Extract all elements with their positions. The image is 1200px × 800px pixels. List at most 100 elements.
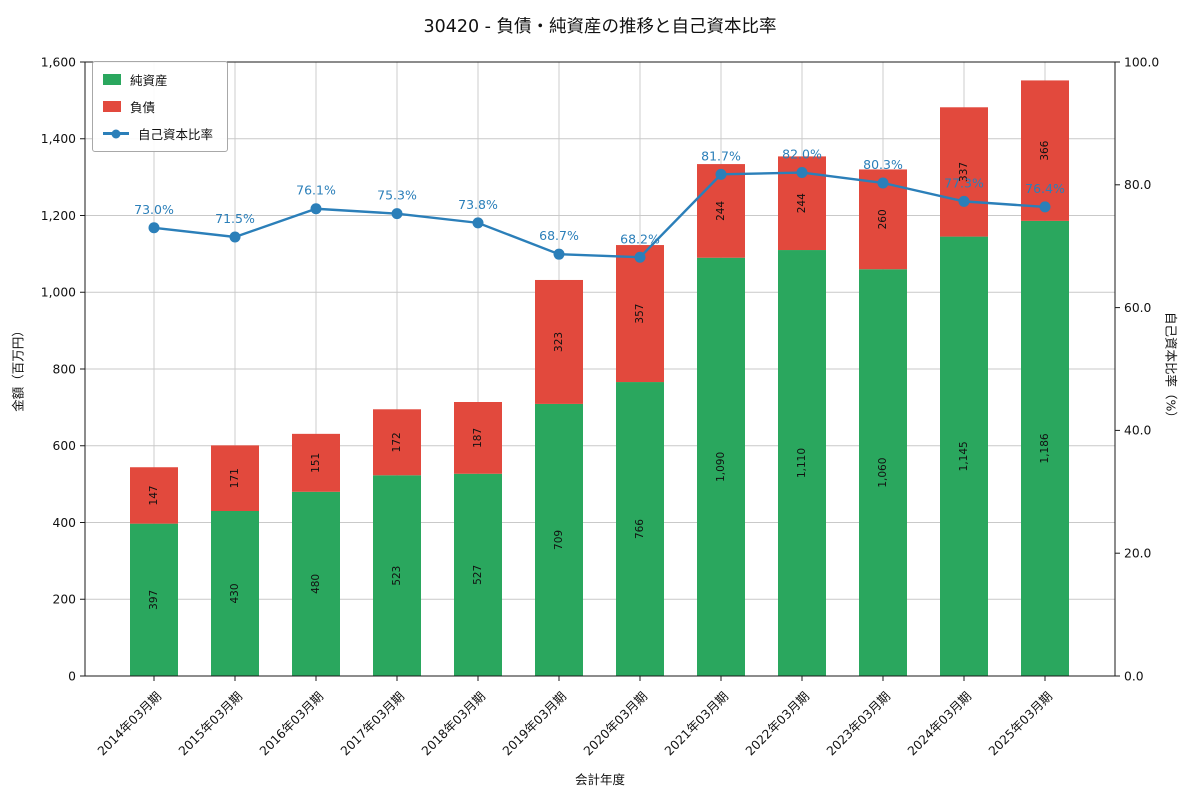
equity-ratio-marker <box>877 177 889 189</box>
legend-item-equity-ratio: 自己資本比率 <box>103 124 213 143</box>
bar-net-assets <box>859 269 907 676</box>
bar-value-label-net-assets: 1,090 <box>715 452 727 482</box>
bar-value-label-net-assets: 1,145 <box>958 441 970 471</box>
equity-ratio-marker-swatch <box>111 129 121 138</box>
equity-ratio-marker <box>634 251 646 263</box>
equity-ratio-value-label: 73.0% <box>134 202 174 217</box>
y-tick-label-left: 1,200 <box>41 209 76 223</box>
equity-ratio-marker <box>391 208 403 220</box>
bar-liabilities <box>535 279 583 404</box>
x-tick-label: 2020年03月期 <box>581 689 650 758</box>
y-tick-label-right: 40.0 <box>1124 424 1151 438</box>
equity-ratio-marker <box>958 195 970 207</box>
y-tick-label-right: 60.0 <box>1124 301 1151 315</box>
bar-value-label-liabilities: 187 <box>472 428 484 448</box>
y-tick-label-left: 1,600 <box>41 55 76 69</box>
equity-ratio-marker <box>715 168 727 180</box>
bar-value-label-liabilities: 337 <box>958 162 970 182</box>
bar-net-assets <box>535 403 583 676</box>
bar-value-label-liabilities: 172 <box>391 432 403 452</box>
bar-value-label-liabilities: 244 <box>796 193 808 213</box>
y-tick-label-left: 0 <box>68 669 76 683</box>
bar-value-label-net-assets: 766 <box>634 519 646 539</box>
x-tick-label: 2018年03月期 <box>419 689 488 758</box>
bar-value-label-net-assets: 397 <box>148 590 160 610</box>
bar-value-label-liabilities: 260 <box>877 209 889 229</box>
bar-net-assets <box>211 510 259 676</box>
equity-ratio-value-label: 82.0% <box>782 147 822 162</box>
equity-ratio-line <box>153 171 1046 259</box>
y-tick-label-right: 0.0 <box>1124 669 1144 683</box>
bar-value-label-liabilities: 171 <box>229 468 241 488</box>
equity-ratio-value-label: 76.1% <box>296 183 336 198</box>
x-tick-label: 2024年03月期 <box>905 689 974 758</box>
legend: 純資産 負債 自己資本比率 <box>92 61 229 152</box>
equity-ratio-marker <box>796 167 808 179</box>
bar-value-label-net-assets: 709 <box>553 530 565 550</box>
y-axis-label-left: 金額（百万円） <box>10 324 26 412</box>
x-tick-label: 2023年03月期 <box>824 689 893 758</box>
x-tick-label: 2019年03月期 <box>500 689 569 758</box>
x-tick-label: 2016年03月期 <box>257 689 326 758</box>
bar-liabilities <box>940 107 988 237</box>
bar-value-label-liabilities: 357 <box>634 304 646 324</box>
x-axis-label: 会計年度 <box>574 772 625 787</box>
bar-value-label-liabilities: 366 <box>1039 140 1051 160</box>
chart-title: 30420 - 負債・純資産の推移と自己資本比率 <box>423 17 777 37</box>
equity-ratio-marker <box>1039 201 1051 213</box>
x-tick-label: 2015年03月期 <box>176 689 245 758</box>
y-axis-label-right: 自己資本比率（%） <box>1163 312 1179 424</box>
bar-value-label-net-assets: 527 <box>472 565 484 585</box>
bar-net-assets <box>454 473 502 676</box>
equity-ratio-marker <box>472 217 484 229</box>
bar-liabilities <box>211 445 259 511</box>
x-tick-label: 2021年03月期 <box>662 689 731 758</box>
y-tick-label-left: 600 <box>53 439 76 453</box>
y-tick-label-left: 1,000 <box>41 286 76 300</box>
x-tick-label: 2025年03月期 <box>986 689 1055 758</box>
bar-net-assets <box>130 523 178 676</box>
x-tick-label: 2017年03月期 <box>338 689 407 758</box>
bar-value-label-liabilities: 147 <box>148 485 160 505</box>
equity-ratio-value-label: 81.7% <box>701 148 741 163</box>
bar-value-label-net-assets: 1,060 <box>877 458 889 488</box>
equity-ratio-value-label: 77.3% <box>944 175 984 190</box>
legend-label-net-assets: 純資産 <box>130 73 168 88</box>
bar-net-assets <box>292 491 340 676</box>
bar-liabilities <box>616 245 664 383</box>
equity-ratio-value-label: 76.4% <box>1025 181 1065 196</box>
bar-liabilities <box>373 409 421 476</box>
bar-net-assets <box>697 257 745 676</box>
y-tick-label-left: 200 <box>53 593 76 607</box>
bar-value-label-liabilities: 244 <box>715 201 727 221</box>
equity-ratio-line-swatch <box>103 129 129 138</box>
y-tick-label-left: 1,400 <box>41 132 76 146</box>
bar-value-label-liabilities: 151 <box>310 453 322 473</box>
equity-ratio-value-label: 68.2% <box>620 231 660 246</box>
legend-item-net-assets: 純資産 <box>103 70 213 89</box>
bar-value-label-liabilities: 323 <box>553 332 565 352</box>
liabilities-swatch <box>103 101 121 112</box>
bar-net-assets <box>940 236 988 676</box>
equity-ratio-value-label: 73.8% <box>458 197 498 212</box>
bar-value-label-net-assets: 523 <box>391 566 403 586</box>
y-tick-label-right: 80.0 <box>1124 178 1151 192</box>
legend-label-equity-ratio: 自己資本比率 <box>138 127 214 142</box>
equity-ratio-marker <box>229 231 241 243</box>
legend-label-liabilities: 負債 <box>130 100 156 115</box>
y-tick-label-left: 400 <box>53 516 76 530</box>
bar-liabilities <box>292 433 340 492</box>
y-tick-label-right: 20.0 <box>1124 547 1151 561</box>
bar-value-label-net-assets: 430 <box>229 583 241 603</box>
equity-ratio-value-label: 75.3% <box>377 188 417 203</box>
bar-net-assets <box>373 475 421 676</box>
net-assets-swatch <box>103 74 121 85</box>
bar-liabilities <box>454 402 502 474</box>
bar-net-assets <box>778 250 826 676</box>
equity-ratio-value-label: 68.7% <box>539 228 579 243</box>
y-tick-label-right: 100.0 <box>1124 55 1159 69</box>
bar-value-label-net-assets: 1,110 <box>796 448 808 478</box>
bar-liabilities <box>130 467 178 524</box>
